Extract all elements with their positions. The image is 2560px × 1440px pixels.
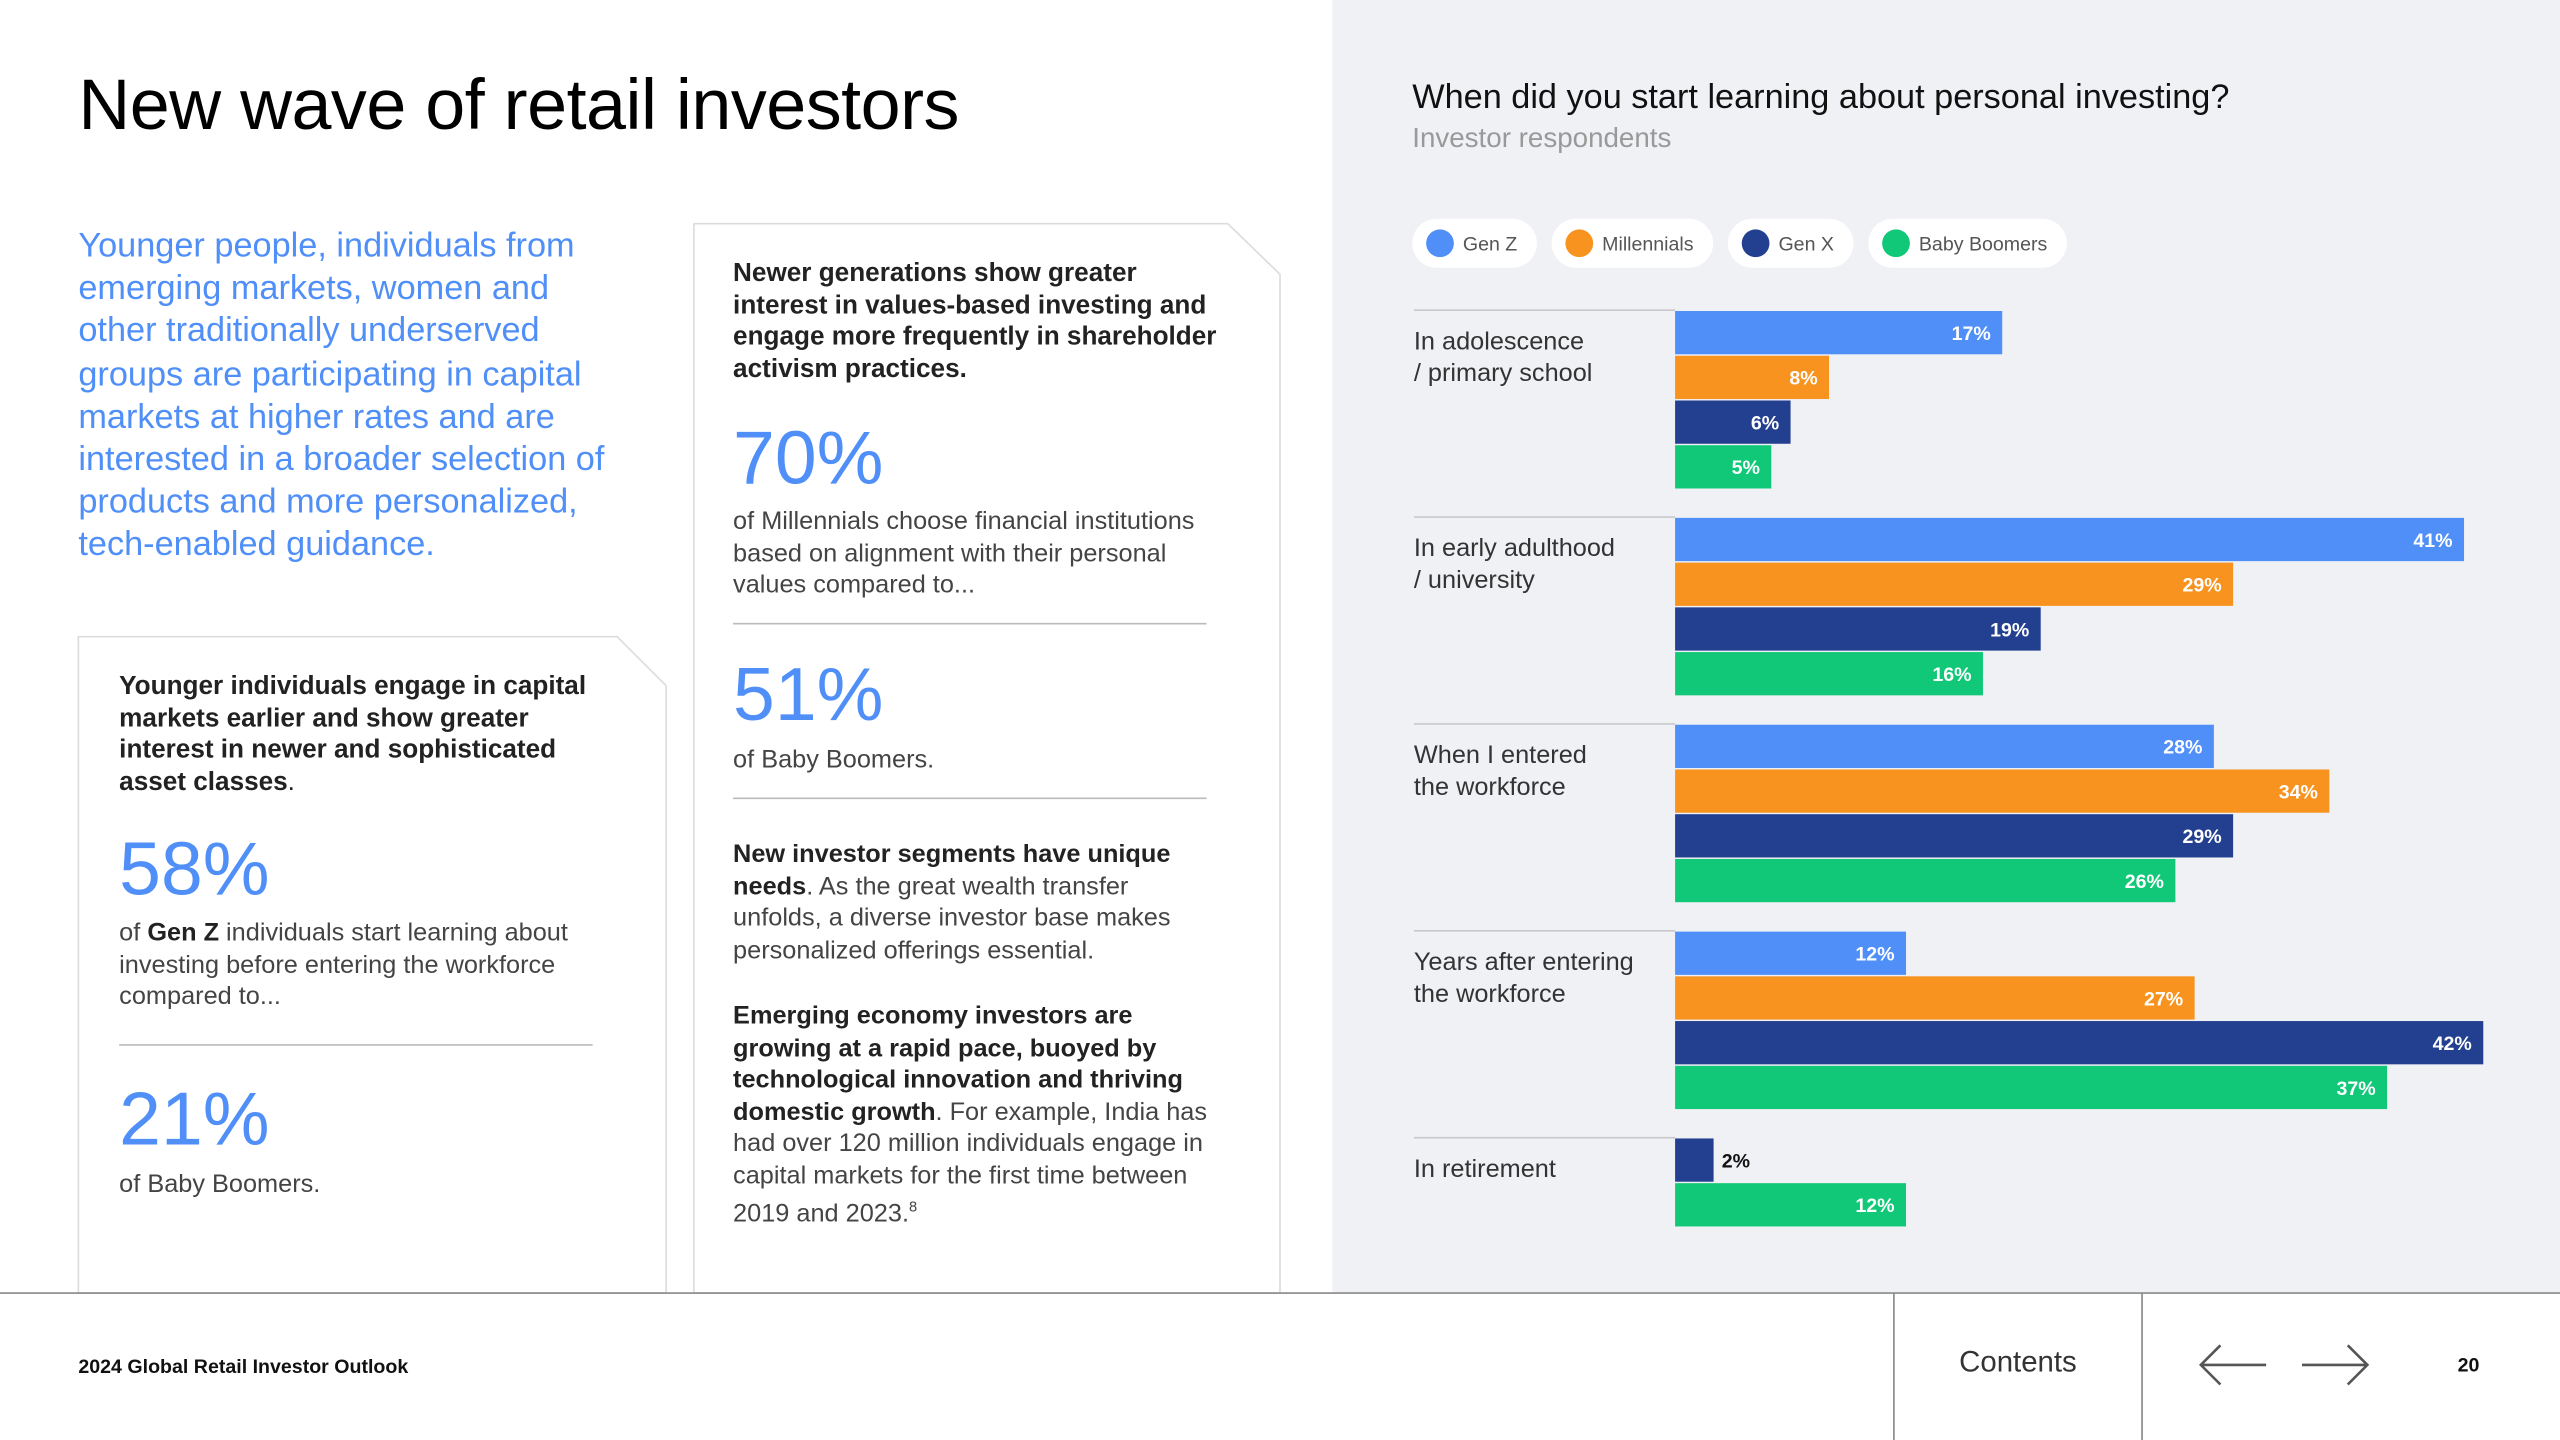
value-label: 16% — [1932, 664, 1971, 686]
paragraph: New investor segments have unique needs.… — [733, 839, 1223, 966]
category-label: In adolescence / primary school — [1414, 327, 1593, 387]
text: individuals start learning about investi… — [119, 919, 568, 1011]
text: of — [119, 919, 148, 947]
bar — [1675, 724, 2214, 768]
value-label: 17% — [1952, 323, 1991, 345]
heading-text: . — [287, 768, 295, 796]
bar — [1675, 1183, 1907, 1227]
value-label: 12% — [1855, 1195, 1894, 1217]
bar — [1675, 1138, 1714, 1182]
card-heading: Younger individuals engage in capital ma… — [119, 671, 609, 798]
legend-label: Millennials — [1602, 234, 1694, 256]
value-label: 28% — [2163, 737, 2202, 759]
legend-pill — [1551, 218, 1714, 268]
legend-swatch — [1426, 229, 1454, 258]
value-label: 29% — [2183, 575, 2222, 597]
stat-text: of Baby Boomers. — [733, 746, 935, 774]
card-outline — [693, 222, 1281, 1294]
paragraph: Emerging economy investors are growing a… — [733, 1001, 1231, 1231]
bar — [1675, 517, 2465, 562]
value-label: 19% — [1990, 619, 2029, 641]
value-label: 27% — [2144, 988, 2183, 1010]
text: . As the great wealth transfer unfolds, … — [733, 872, 1171, 965]
legend-pill — [1868, 218, 2067, 268]
bar — [1675, 769, 2330, 813]
bar — [1675, 652, 1983, 696]
category-label: In retirement — [1414, 1155, 1556, 1183]
value-label: 5% — [1732, 457, 1760, 479]
bar — [1675, 858, 2176, 903]
category-label: When I entered the workforce — [1414, 741, 1587, 801]
publication: 2024 Global Retail Investor Outlook — [78, 1355, 409, 1378]
footnote: 8 — [908, 1198, 918, 1215]
page-number: 20 — [2457, 1353, 2480, 1377]
bar — [1675, 976, 2195, 1020]
legend-label: Gen Z — [1463, 234, 1517, 256]
stat: 51% — [733, 651, 884, 737]
value-label: 26% — [2125, 871, 2164, 893]
bar — [1675, 400, 1791, 444]
stat-text: of Baby Boomers. — [119, 1170, 321, 1199]
next-arrow[interactable] — [2302, 1344, 2370, 1386]
text: New investor segments have unique needs — [733, 840, 1171, 901]
text: Gen Z — [147, 919, 220, 947]
legend-item: Baby Boomers — [1868, 218, 2067, 268]
chart-subtitle: Investor respondents — [1412, 122, 1671, 153]
bar — [1675, 931, 1907, 975]
prev-arrow[interactable] — [2198, 1344, 2267, 1386]
legend-item: Gen Z — [1412, 218, 1537, 268]
text: . For example, India has had over 120 mi… — [733, 1097, 1208, 1229]
stat: 21% — [119, 1075, 270, 1161]
contents-link[interactable]: Contents — [1959, 1345, 2077, 1378]
stat-text: of Gen Z individuals start learning abou… — [119, 918, 609, 1014]
card-heading: Newer generations show greater interest … — [733, 259, 1217, 383]
category-label: Years after entering the workforce — [1414, 948, 1634, 1008]
bar — [1675, 355, 1830, 400]
stat-text: of Millennials choose financial institut… — [733, 507, 1195, 600]
legend-item: Millennials — [1551, 218, 1714, 268]
legend-swatch — [1565, 229, 1594, 258]
legend-item: Gen X — [1727, 218, 1854, 268]
bar — [1675, 814, 2234, 858]
legend-label: Gen X — [1778, 234, 1834, 256]
value-label: 37% — [2336, 1078, 2375, 1100]
bar — [1675, 607, 2041, 651]
value-label: 6% — [1751, 412, 1779, 434]
bar — [1675, 562, 2234, 606]
heading-text: Younger individuals engage in capital ma… — [119, 672, 587, 796]
value-label: 12% — [1855, 944, 1894, 966]
bar — [1675, 445, 1772, 489]
page-title: New wave of retail investors — [78, 65, 959, 146]
card-outline — [77, 635, 667, 1294]
bar — [1675, 1021, 2484, 1065]
bar — [1675, 1065, 2388, 1110]
chart-title: When did you start learning about person… — [1412, 78, 2229, 116]
legend-swatch — [1741, 229, 1770, 258]
bar — [1675, 311, 2003, 355]
legend-label: Baby Boomers — [1919, 234, 2048, 256]
category-label: In early adulthood / university — [1414, 534, 1615, 594]
stat: 70% — [733, 414, 884, 500]
value-label: 41% — [2413, 530, 2452, 552]
intro: Younger people, individuals from emergin… — [78, 226, 605, 564]
value-label: 2% — [1722, 1150, 1750, 1172]
stat: 58% — [119, 826, 270, 912]
text: Emerging economy investors are growing a… — [733, 1002, 1183, 1126]
value-label: 29% — [2183, 826, 2222, 848]
legend-swatch — [1882, 229, 1910, 258]
value-label: 42% — [2433, 1033, 2472, 1055]
value-label: 34% — [2279, 781, 2318, 803]
value-label: 8% — [1789, 368, 1817, 390]
